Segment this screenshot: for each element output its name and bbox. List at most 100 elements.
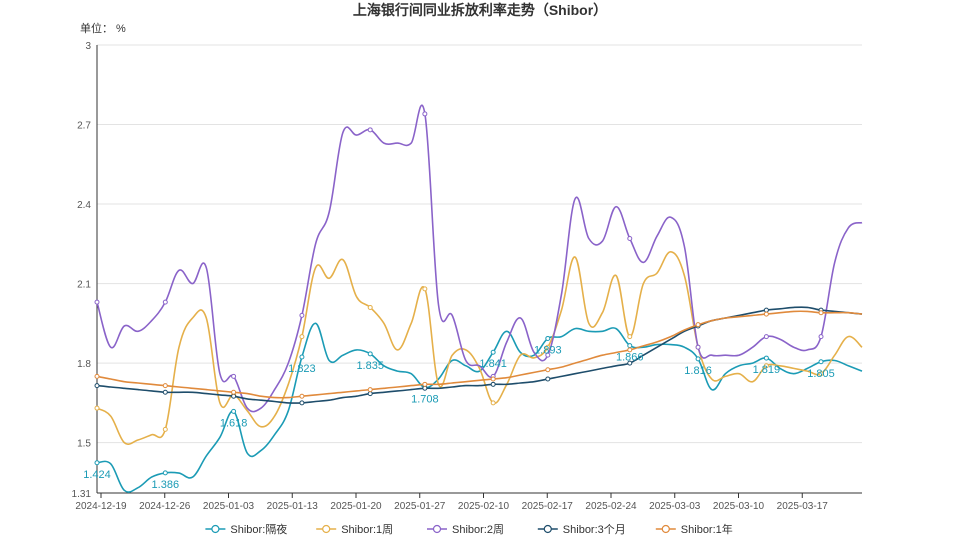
data-point — [299, 312, 305, 318]
x-tick-label: 2025-03-03 — [649, 501, 701, 512]
data-label: 1.835 — [356, 360, 384, 372]
data-label: 1.866 — [616, 352, 644, 364]
legend-label: Shibor:2周 — [452, 523, 504, 536]
data-label: 1.424 — [83, 469, 111, 481]
series-2 — [94, 104, 863, 413]
data-point — [422, 111, 428, 117]
series-0 — [94, 322, 863, 493]
data-point — [231, 389, 237, 395]
legend-swatch-marker — [211, 524, 220, 534]
legend-swatch-marker — [322, 524, 331, 534]
data-point — [627, 236, 633, 242]
data-point — [367, 304, 373, 310]
data-point — [627, 334, 633, 340]
data-point — [818, 371, 824, 377]
data-point — [627, 347, 633, 353]
data-point — [231, 373, 237, 379]
data-point — [490, 349, 496, 355]
data-label: 1.819 — [753, 364, 781, 376]
series-line — [96, 104, 863, 413]
series-line — [96, 251, 863, 446]
x-tick-label: 2025-03-10 — [713, 501, 765, 512]
legend-swatch-marker — [543, 524, 552, 534]
data-point — [763, 311, 769, 317]
chart-title: 上海银行间同业拆放利率走势（Shibor） — [353, 2, 607, 18]
data-point — [818, 310, 824, 316]
x-tick-label: 2025-01-13 — [267, 501, 319, 512]
data-point — [94, 299, 100, 305]
data-point — [490, 400, 496, 406]
data-point — [763, 334, 769, 340]
x-tick-label: 2024-12-19 — [75, 501, 127, 512]
data-point — [695, 322, 701, 328]
data-point — [162, 383, 168, 389]
x-tick-label: 2025-02-10 — [458, 501, 510, 512]
data-point — [94, 460, 100, 466]
y-tick-label: 1.31 — [72, 489, 92, 500]
legend-swatch-marker — [432, 524, 442, 534]
data-label: 1.805 — [807, 368, 835, 380]
data-point — [490, 381, 496, 387]
data-point — [299, 400, 305, 406]
data-label: 1.618 — [220, 417, 248, 429]
data-point — [94, 405, 100, 411]
grid-lines — [97, 44, 862, 444]
data-point — [695, 356, 701, 362]
data-labels: 1.424 1.386 1.618 1.823 1.835 1.708 1.841 1.893… — [83, 344, 835, 490]
legend-item-1[interactable]: Shibor:1周 — [316, 523, 393, 536]
series-4 — [94, 310, 863, 399]
axes: 1.31 1.5 1.8 2.1 2.4 2.7 3 2024-12-19 2024-12-26… — [72, 41, 862, 512]
data-point — [818, 334, 824, 340]
y-tick-label: 2.7 — [77, 121, 91, 132]
data-point — [367, 351, 373, 357]
unit-label: 单位： % — [80, 21, 126, 35]
legend[interactable]: Shibor:隔夜 Shibor:1周 Shibor:2周 Shibor:3个月 Shi… — [205, 522, 733, 536]
data-point — [763, 363, 769, 369]
data-label: 1.816 — [684, 365, 712, 377]
series-1 — [94, 251, 863, 446]
data-point — [162, 426, 168, 432]
data-point — [763, 355, 769, 361]
legend-item-2[interactable]: Shibor:2周 — [427, 523, 504, 536]
data-label: 1.841 — [479, 358, 507, 370]
legend-item-4[interactable]: Shibor:1年 — [655, 522, 733, 536]
data-point — [818, 359, 824, 365]
x-tick-label: 2025-01-20 — [330, 501, 382, 512]
data-point — [162, 389, 168, 395]
x-tick-label: 2025-02-17 — [522, 501, 574, 512]
data-point — [162, 299, 168, 305]
y-tick-label: 3 — [85, 41, 91, 52]
data-point — [422, 385, 428, 391]
series-layer — [94, 104, 863, 493]
data-point — [422, 286, 428, 292]
x-tick-label: 2025-01-03 — [203, 501, 255, 512]
data-point — [763, 307, 769, 313]
series-line — [96, 310, 863, 399]
data-point — [299, 334, 305, 340]
series-line — [96, 322, 863, 493]
data-point — [627, 360, 633, 366]
data-point — [231, 393, 237, 399]
data-point — [545, 335, 551, 341]
data-label: 1.823 — [288, 363, 316, 375]
data-point — [231, 408, 237, 414]
legend-label: Shibor:隔夜 — [230, 522, 287, 536]
data-point — [367, 387, 373, 393]
y-tick-label: 2.1 — [77, 280, 91, 291]
data-label: 1.708 — [411, 393, 439, 405]
data-point — [545, 352, 551, 358]
data-point — [367, 127, 373, 133]
data-point — [94, 383, 100, 389]
data-point — [545, 376, 551, 382]
legend-label: Shibor:1年 — [681, 522, 733, 536]
data-point — [299, 354, 305, 360]
data-point — [367, 391, 373, 397]
data-label: 1.893 — [534, 344, 562, 356]
legend-swatch-marker — [661, 524, 670, 534]
legend-item-3[interactable]: Shibor:3个月 — [537, 523, 626, 536]
series-line — [96, 306, 863, 404]
x-tick-label: 2024-12-26 — [139, 501, 191, 512]
legend-item-0[interactable]: Shibor:隔夜 — [205, 522, 287, 536]
y-tick-label: 2.4 — [77, 200, 91, 211]
